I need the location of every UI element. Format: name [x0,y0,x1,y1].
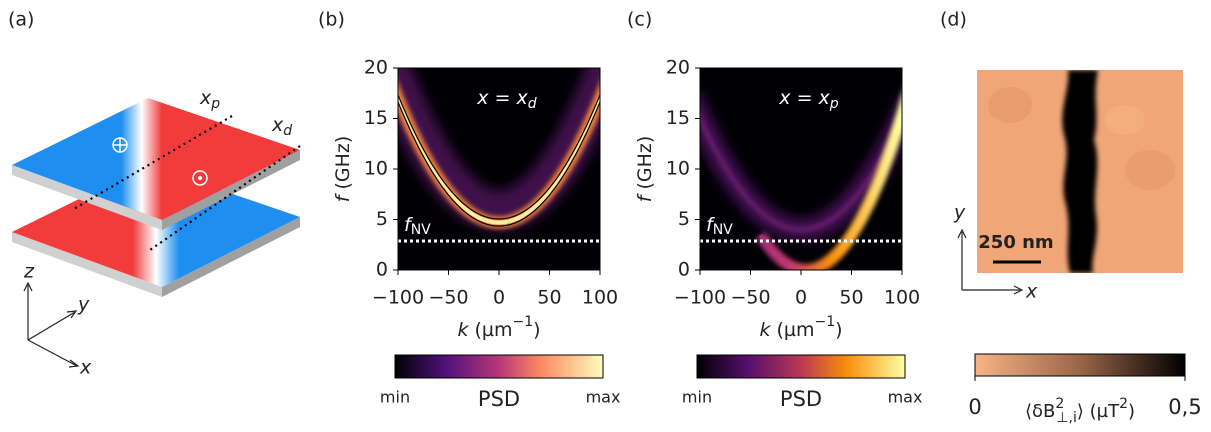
f-nv-label-part: NV [713,222,733,238]
mode-core [398,92,600,225]
x-tick-label: −50 [730,287,770,309]
colorbar-label-part: ⊥,i [1056,410,1077,426]
f-nv-label: fNV [404,214,431,239]
y-axis-label-part: (GHz) [634,136,656,190]
x-tick-label: 0 [795,287,807,309]
panel-label: (a) [8,9,34,31]
y-tick-label: 0 [678,259,690,281]
x-axis-label-part: ) [835,319,842,341]
x-p-label-part: p [210,96,220,112]
colorbar-label-part: 2 [1119,396,1128,412]
x-d-label: xd [271,114,292,140]
colorbar-label: ⟨δB2 ⊥,i⟩ (µT2) [1025,396,1135,426]
y-tick-label: 5 [678,208,690,230]
colorbar-max: max [888,388,923,407]
colorbar-label-part: 2 [1055,396,1064,412]
colorbar-label-part: ) [1128,401,1135,422]
y-tick-label: 10 [364,158,388,180]
x-d-label-part: d [283,123,292,139]
x-axis-label-part: −1 [814,314,835,330]
colorbar [696,354,906,379]
f-nv-label-part: NV [411,222,431,238]
colorbar-label: PSD [478,387,520,411]
f-nv-label-part: f [404,214,414,236]
y-tick-label: 20 [666,57,690,79]
annotation: x = xp [778,87,839,113]
heatmap [398,68,600,231]
x-tick-label: −100 [372,287,424,309]
x-p-label-part: x [199,87,212,109]
y-axis-label: f (GHz) [634,136,656,203]
y-axis-label: f (GHz) [332,136,354,203]
panel-label: (c) [627,9,652,31]
x-tick-label: 50 [537,287,561,309]
x-tick-label: −100 [674,287,726,309]
axis-y: y [953,202,966,224]
axis-x: x [79,357,92,379]
colorbar-tick-label: 0 [968,395,981,419]
colorbar [974,353,1186,377]
panel-label: (b) [318,9,345,31]
x-axis-label: k (µm−1) [457,314,540,341]
y-axis-label-part: f [332,192,354,202]
x-tick-label: −50 [428,287,468,309]
colorbar-tick-label: 0,5 [1168,395,1201,419]
axis-x: x [1025,281,1038,303]
x-tick-label: 0 [493,287,505,309]
y-tick-label: 0 [376,259,388,281]
f-nv-label-part: f [706,214,716,236]
x-d-label-part: x [271,114,284,136]
x-axis-label-part: (µm [474,319,512,341]
x-p-label: xp [199,87,220,113]
y-tick-label: 15 [364,107,388,129]
colorbar-label: PSD [780,387,822,411]
annotation-part: d [528,96,537,112]
heatmap [700,90,902,270]
colorbar-max: max [586,388,621,407]
mode-line [398,93,600,220]
mode-core [700,114,902,232]
y-tick-label: 20 [364,57,388,79]
colorbar [394,354,604,379]
y-tick-label: 5 [376,208,388,230]
colorbar-min: min [380,388,410,407]
arrow-head [957,228,967,239]
x-axis-label-part: (µm [776,319,814,341]
branch-core [758,108,902,270]
x-axis-label-part: −1 [512,314,533,330]
x-tick-label: 100 [884,287,920,309]
y-tick-label: 15 [666,107,690,129]
slab-diagram [12,98,301,368]
annotation-part: x = x [778,87,830,109]
panel-label: (d) [940,9,967,31]
annotation-part: p [829,96,839,112]
f-nv-label: fNV [706,214,733,239]
annotation-part: x = x [476,87,528,109]
y-axis-label-part: f [634,192,656,202]
y-tick-label: 10 [666,158,690,180]
x-axis-label-part: k [759,319,771,341]
colorbar-label-part: ⟨δB [1025,401,1055,422]
colorbar-min: min [682,388,712,407]
x-tick-label: 50 [839,287,863,309]
x-tick-label: 100 [582,287,618,309]
arrow-head [1013,285,1024,295]
annotation: x = xd [476,87,537,113]
colorbar-label-part: ⟩ (µT [1077,401,1120,422]
field-map [977,70,1183,273]
mode-line [398,100,600,227]
y-axis-label-part: (GHz) [332,136,354,190]
scale-bar-label: 250 nm [978,232,1053,253]
x-axis-label-part: k [457,319,469,341]
axis-z: z [23,261,35,283]
x-axis-label: k (µm−1) [759,314,842,341]
x-axis-label-part: ) [533,319,540,341]
axis-y: y [77,294,90,316]
